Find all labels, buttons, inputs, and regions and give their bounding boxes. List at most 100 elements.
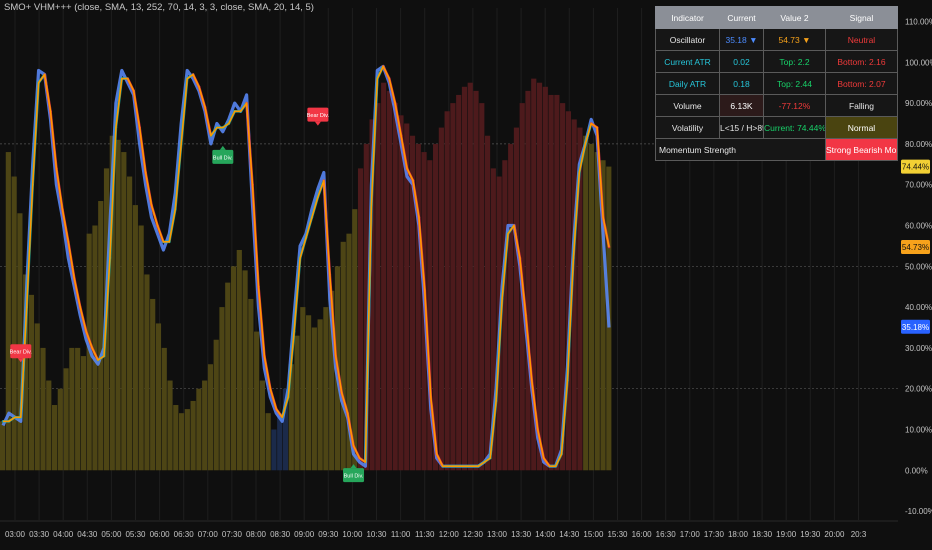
volatility-bar <box>138 225 144 471</box>
volatility-bar <box>583 135 589 471</box>
x-tick-label: 18:30 <box>752 530 773 539</box>
volatility-bar <box>254 331 260 471</box>
x-tick-label: 17:00 <box>680 530 701 539</box>
y-axis: 110.00% 100.00% 90.00% 80.00% 70.00% 60.00% 50… <box>905 18 932 517</box>
table-header-cell: Current <box>719 6 764 29</box>
volatility-bar <box>57 388 63 471</box>
label-pointer <box>17 358 24 363</box>
volatility-bar <box>554 94 560 471</box>
volatility-bar <box>0 421 6 471</box>
volatility-bar <box>340 241 346 471</box>
volatility-bar <box>300 307 306 471</box>
volatility-bar <box>588 143 595 471</box>
momentum-signal: Strong Bearish Momentum <box>825 138 898 161</box>
volatility-bar <box>207 364 214 471</box>
volatility-bar <box>404 123 410 471</box>
price-tag-text: 54.73% <box>902 243 929 252</box>
volatility-bar <box>80 356 86 471</box>
label-pointer <box>314 121 321 126</box>
row-label: Oscillator <box>655 28 720 51</box>
x-tick-label: 16:30 <box>656 530 677 539</box>
volatility-histogram <box>0 78 612 471</box>
volatility-bar <box>242 270 248 471</box>
label-text: Bull Div. <box>213 155 233 161</box>
x-tick-label: 08:00 <box>246 530 267 539</box>
table-header-cell: Signal <box>825 6 898 29</box>
y-tick-label: 70.00% <box>905 181 932 190</box>
oscillator-lines <box>1 64 611 468</box>
bear-divergence-label: Bear Div. <box>307 107 330 126</box>
row-label: Momentum Strength <box>655 138 826 161</box>
table-row-momentum: Momentum Strength Strong Bearish Momentu… <box>655 138 898 161</box>
y-tick-label: 90.00% <box>905 99 932 108</box>
volatility-bar <box>167 380 173 471</box>
x-tick-label: 11:30 <box>415 530 435 539</box>
daily-atr-bottom: Bottom: 2.07 <box>825 72 898 95</box>
label-text: Bear Div. <box>307 113 330 119</box>
volatility-bar <box>375 103 381 471</box>
volatility-signal: Normal <box>825 116 898 139</box>
price-tag-box <box>901 319 930 334</box>
y-tick-label: 60.00% <box>905 222 932 231</box>
volatility-bar <box>438 127 444 471</box>
volatility-bar <box>542 86 548 471</box>
x-tick-label: 06:00 <box>150 530 171 539</box>
bear-divergence-label: Bear Div. <box>10 344 32 363</box>
y-tick-label: 40.00% <box>905 303 932 312</box>
volatility-bar <box>531 78 537 471</box>
volatility-current: Current: 74.44% <box>763 116 826 139</box>
daily-atr-value: 0.18 <box>719 72 764 95</box>
price-tag-box <box>901 240 930 255</box>
volatility-bar <box>265 413 271 471</box>
volatility-bar <box>329 290 335 471</box>
volatility-bar <box>196 388 202 471</box>
x-tick-label: 09:00 <box>294 530 315 539</box>
x-tick-label: 12:00 <box>439 530 460 539</box>
volatility-bar <box>144 274 150 471</box>
x-tick-label: 20:00 <box>824 530 845 539</box>
bull-divergence-label: Bull Div. <box>212 145 234 164</box>
label-text: Bull Div. <box>344 474 364 480</box>
volatility-bar <box>127 176 133 471</box>
table-row-volume: Volume 6.13K -77.12% Falling <box>655 94 898 117</box>
volatility-bar <box>75 347 81 471</box>
volatility-bar <box>213 339 219 471</box>
volatility-bar <box>17 213 23 471</box>
volatility-bar <box>230 266 237 471</box>
oscillator-value2: 54.73 ▼ <box>763 28 826 51</box>
table-row-volatility: Volatility L<15 / H>85 Current: 74.44% N… <box>655 116 898 139</box>
table-row-daily-atr: Daily ATR 0.18 Top: 2.44 Bottom: 2.07 <box>655 72 898 95</box>
x-tick-label: 20:3 <box>851 530 867 539</box>
volatility-bar <box>409 135 416 471</box>
volatility-bar <box>28 294 35 471</box>
x-tick-label: 05:00 <box>101 530 122 539</box>
price-tag-text: 74.44% <box>902 163 929 172</box>
current-atr-value: 0.02 <box>719 50 764 73</box>
volume-change: -77.12% <box>763 94 826 117</box>
volatility-bar <box>317 319 323 471</box>
volatility-bar <box>184 409 190 471</box>
volatility-bar <box>392 103 398 471</box>
volatility-bar <box>525 90 531 471</box>
x-tick-label: 08:30 <box>270 530 291 539</box>
volatility-bar <box>484 135 491 471</box>
y-tick-label: 20.00% <box>905 385 932 394</box>
volatility-bar <box>178 413 185 471</box>
y-tick-label: 80.00% <box>905 140 932 149</box>
volatility-bar <box>161 347 167 471</box>
price-tags: 74.44% 54.73% 35.18% <box>901 159 930 334</box>
volatility-bar <box>513 127 520 471</box>
table-row-current-atr: Current ATR 0.02 Top: 2.2 Bottom: 2.16 <box>655 50 898 73</box>
volatility-bar <box>271 429 277 471</box>
volatility-bar <box>456 94 462 471</box>
x-tick-label: 06:30 <box>174 530 195 539</box>
price-tag: 54.73% <box>901 240 930 255</box>
indicator-title[interactable]: SMO+ VHM+++ (close, SMA, 13, 252, 70, 14… <box>4 2 314 13</box>
volatility-bar <box>202 380 208 471</box>
volatility-bar <box>536 82 543 471</box>
volatility-bar <box>115 139 121 471</box>
volatility-bar <box>323 307 329 471</box>
x-tick-label: 13:00 <box>487 530 508 539</box>
volatility-bar <box>398 115 404 471</box>
